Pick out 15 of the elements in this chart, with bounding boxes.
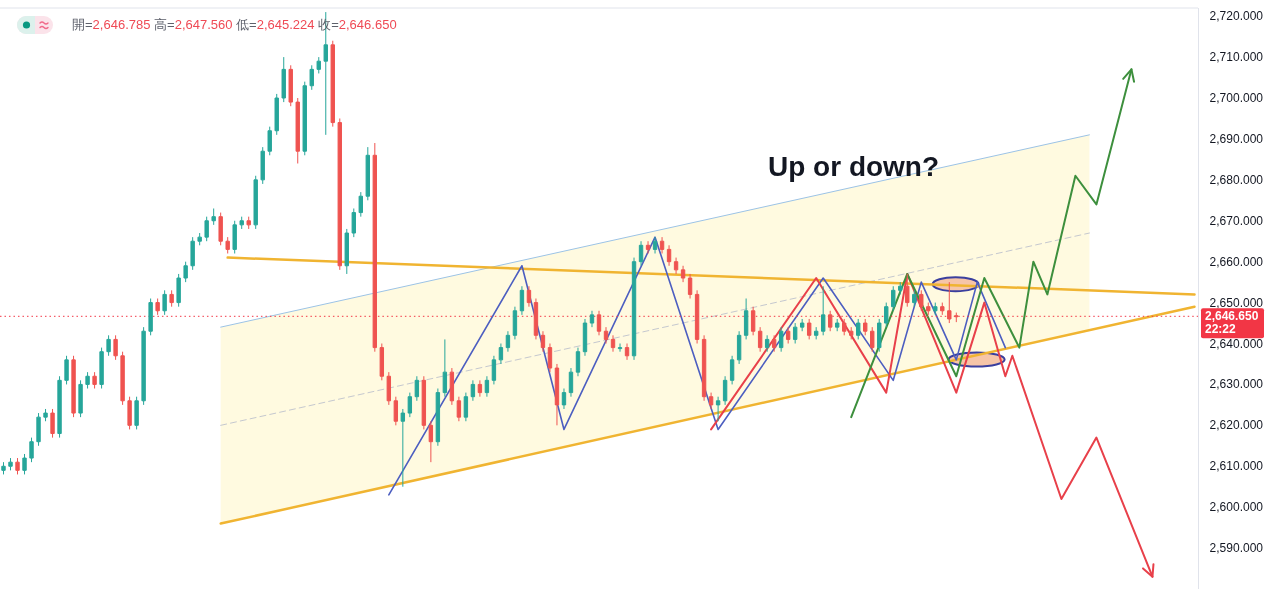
y-tick-label: 2,610.000 [1209,459,1264,474]
y-tick-label: 2,590.000 [1209,541,1264,556]
y-tick-label: 2,700.000 [1209,91,1264,106]
y-tick-label: 2,600.000 [1209,500,1264,515]
y-tick-label: 2,710.000 [1209,50,1264,65]
y-tick-label: 2,690.000 [1209,131,1264,146]
y-tick-label: 2,720.000 [1209,9,1264,24]
y-tick-label: 2,620.000 [1209,418,1264,433]
y-tick-label: 2,660.000 [1209,254,1264,269]
title: Up or down? [768,151,940,182]
y-tick-label: 2,650.000 [1209,295,1264,310]
y-tick-label: 2,630.000 [1209,377,1264,392]
y-tick-label: 2,640.000 [1209,336,1264,351]
y-tick-label: 2,680.000 [1209,172,1264,187]
y-tick-label: 2,670.000 [1209,213,1264,228]
